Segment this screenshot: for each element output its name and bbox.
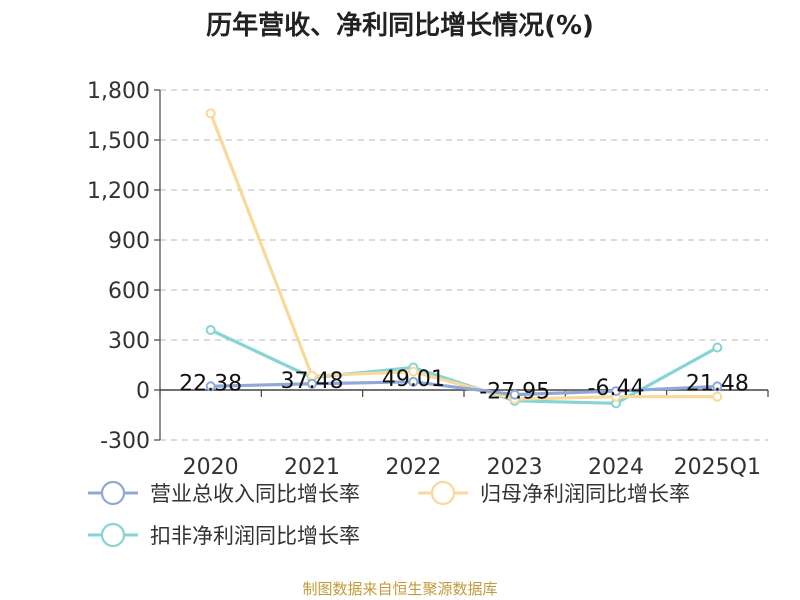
data-point xyxy=(712,391,723,402)
legend-item: 营业总收入同比增长率 xyxy=(88,480,360,506)
data-point xyxy=(509,389,520,400)
data-point xyxy=(205,325,216,335)
data-point xyxy=(307,378,317,389)
grid-layer xyxy=(160,89,768,441)
y-tick-label: 900 xyxy=(108,229,150,254)
x-tick-label: 2021 xyxy=(284,455,340,480)
data-point xyxy=(611,386,621,397)
x-tick-label: 2020 xyxy=(183,455,239,480)
data-label: 21.48 xyxy=(686,371,749,396)
legend-marker xyxy=(430,480,456,506)
x-tick-label: 2025Q1 xyxy=(674,455,761,480)
legend-label: 扣非净利润同比增长率 xyxy=(150,524,360,548)
data-label: -6.44 xyxy=(588,376,645,401)
x-tick-label: 2022 xyxy=(385,455,441,480)
data-label: 22.38 xyxy=(179,371,242,396)
data-point xyxy=(712,342,723,353)
y-tick-label: 0 xyxy=(136,379,150,404)
y-tick-label: 1,200 xyxy=(87,179,150,204)
x-tick-label: 2024 xyxy=(588,455,644,480)
legend-item: 归母净利润同比增长率 xyxy=(418,480,690,506)
data-point xyxy=(408,376,419,387)
legend-marker xyxy=(100,480,126,506)
data-label-layer: 22.38 37.48 49.01 -27.95 -6.44 21.48 xyxy=(179,367,749,405)
axis-layer: -300 0 300 600 900 1,200 1,500 1,800 2020 2021 202… xyxy=(87,79,769,480)
legend-marker xyxy=(100,522,126,548)
data-label: 49.01 xyxy=(382,367,445,392)
y-tick-label: -300 xyxy=(100,429,150,454)
data-label: -27.95 xyxy=(479,380,550,405)
source-note: 制图数据来自恒生聚源数据库 xyxy=(302,580,497,598)
y-tick-label: 600 xyxy=(108,279,150,304)
legend-label: 营业总收入同比增长率 xyxy=(150,482,360,506)
data-point xyxy=(205,381,216,392)
series-line xyxy=(210,380,718,397)
chart-title: 历年营收、净利同比增长情况(%) xyxy=(206,10,594,41)
data-label: 37.48 xyxy=(281,369,344,394)
legend-item: 扣非净利润同比增长率 xyxy=(88,522,360,548)
series-line xyxy=(209,112,718,401)
data-point xyxy=(205,108,216,119)
y-tick-label: 300 xyxy=(108,329,150,354)
data-point xyxy=(408,366,419,377)
legend-label: 归母净利润同比增长率 xyxy=(480,482,690,506)
x-tick-label: 2023 xyxy=(487,455,543,480)
series-layer xyxy=(205,108,723,409)
y-tick-label: 1,500 xyxy=(87,129,150,154)
data-point xyxy=(712,381,723,392)
y-tick-label: 1,800 xyxy=(87,79,150,104)
